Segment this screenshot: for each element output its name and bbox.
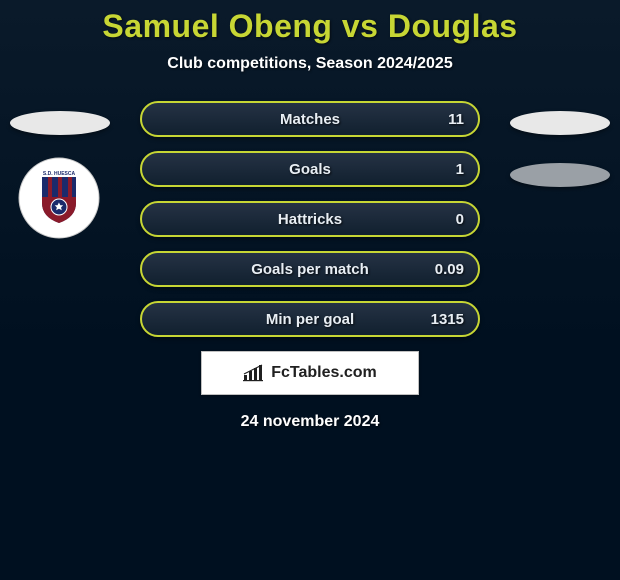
stat-row-goals: Goals 1 <box>140 151 480 187</box>
brand-text: FcTables.com <box>271 364 377 382</box>
sd-huesca-crest-icon: S.D. HUESCA <box>18 157 100 239</box>
player1-avatar-placeholder <box>10 111 110 135</box>
middle-section: S.D. HUESCA Matches 11 Goals 1 Hattricks <box>0 101 620 431</box>
stat-value: 1 <box>456 161 464 178</box>
footer-date: 24 november 2024 <box>0 413 620 431</box>
comparison-infographic: Samuel Obeng vs Douglas Club competition… <box>0 0 620 580</box>
stat-value: 0.09 <box>435 261 464 278</box>
stat-row-min-per-goal: Min per goal 1315 <box>140 301 480 337</box>
stat-label: Hattricks <box>278 211 342 228</box>
page-subtitle: Club competitions, Season 2024/2025 <box>0 55 620 73</box>
stat-value: 1315 <box>431 311 464 328</box>
brand-box: FcTables.com <box>201 351 419 395</box>
player2-club-placeholder <box>510 163 610 187</box>
stat-row-hattricks: Hattricks 0 <box>140 201 480 237</box>
stat-row-matches: Matches 11 <box>140 101 480 137</box>
stat-value: 0 <box>456 211 464 228</box>
stat-row-goals-per-match: Goals per match 0.09 <box>140 251 480 287</box>
player1-club-crest: S.D. HUESCA <box>18 157 100 239</box>
stat-value: 11 <box>448 111 464 128</box>
page-title: Samuel Obeng vs Douglas <box>0 0 620 45</box>
stat-label: Goals <box>289 161 331 178</box>
stats-list: Matches 11 Goals 1 Hattricks 0 Goals per… <box>140 101 480 337</box>
stat-label: Matches <box>280 111 340 128</box>
svg-text:S.D. HUESCA: S.D. HUESCA <box>43 171 76 177</box>
stat-label: Goals per match <box>251 261 369 278</box>
player2-avatar-placeholder <box>510 111 610 135</box>
stat-label: Min per goal <box>266 311 354 328</box>
bar-chart-icon <box>243 364 265 382</box>
